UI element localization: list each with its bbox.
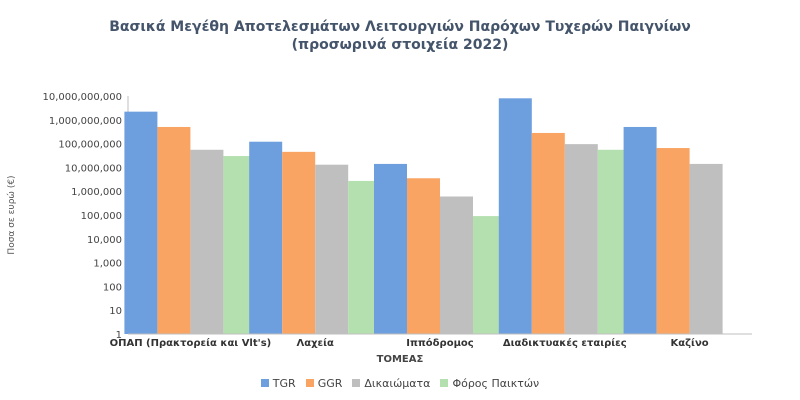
legend-label: GGR: [317, 377, 343, 390]
x-tick-label: Διαδικτυακές εταιρίες: [503, 337, 627, 349]
bar: [440, 196, 473, 334]
legend-swatch: [305, 379, 314, 387]
y-tick-label: 100,000: [81, 211, 122, 222]
bar: [498, 98, 532, 334]
chart-legend: TGR GGR Δικαιώματα Φόρος Παικτών: [0, 377, 800, 390]
bar: [190, 149, 224, 334]
bar: [157, 126, 191, 335]
legend-label: Φόρος Παικτών: [452, 377, 540, 390]
y-tick-label: 10: [109, 306, 122, 317]
y-tick-label: 100: [103, 282, 122, 293]
bar: [656, 148, 690, 334]
chart-subtitle: (προσωρινά στοιχεία 2022): [291, 37, 509, 53]
legend-swatch: [260, 379, 269, 387]
chart-title: Βασικά Μεγέθη Αποτελεσμάτων Λειτουργιών …: [109, 19, 691, 35]
bar: [564, 144, 598, 334]
legend-item: Δικαιώματα: [352, 377, 430, 390]
bar: [623, 126, 657, 335]
bar: [374, 163, 407, 334]
legend-item: TGR: [260, 377, 296, 390]
bar: [282, 151, 316, 334]
bar: [407, 178, 440, 334]
x-tick-label: Καζίνο: [671, 337, 709, 349]
y-tick-label: 1,000: [93, 259, 122, 270]
legend-swatch: [440, 379, 449, 387]
y-tick-label: 10,000,000,000: [42, 92, 122, 103]
y-tick-label: 1: [116, 330, 122, 341]
x-tick-label: Ιππόδρομος: [406, 337, 474, 349]
y-tick-label: 10,000,000: [65, 163, 122, 174]
y-tick-label: 100,000,000: [58, 140, 122, 151]
x-tick-label: Λαχεία: [296, 337, 334, 349]
bar: [124, 111, 158, 335]
legend-item: Φόρος Παικτών: [440, 377, 539, 390]
bar: [689, 163, 723, 334]
bar: [531, 132, 565, 334]
y-axis-label: Ποσα σε ευρώ (€): [6, 175, 17, 254]
chart-title-block: Βασικά Μεγέθη Αποτελεσμάτων Λειτουργιών …: [0, 18, 800, 54]
y-tick-label: 1,000,000,000: [49, 116, 122, 127]
legend-label: Δικαιώματα: [364, 377, 431, 390]
legend-item: GGR: [305, 377, 343, 390]
legend-label: TGR: [272, 377, 296, 390]
y-tick-label: 10,000: [87, 235, 122, 246]
x-axis-label: ΤΟΜΕΑΣ: [377, 354, 424, 365]
bar: [315, 164, 349, 334]
legend-swatch: [352, 379, 361, 387]
y-tick-label: 1,000,000: [71, 187, 122, 198]
bar: [249, 141, 283, 334]
x-tick-label: ΟΠΑΠ (Πρακτορεία και Vlt's): [110, 337, 272, 349]
